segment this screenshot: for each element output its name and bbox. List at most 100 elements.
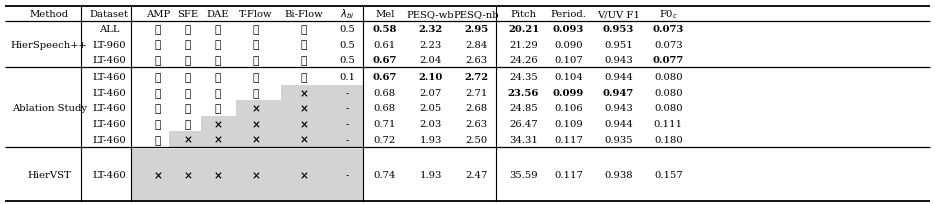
Text: ×: × [183, 170, 193, 181]
Text: 0.093: 0.093 [553, 25, 584, 34]
Text: 34.31: 34.31 [509, 135, 538, 144]
Text: ✓: ✓ [215, 39, 221, 50]
Text: 21.29: 21.29 [510, 40, 538, 49]
Text: 0.68: 0.68 [374, 104, 396, 113]
Text: 23.56: 23.56 [508, 89, 539, 98]
Text: ✓: ✓ [215, 103, 221, 114]
Text: 0.157: 0.157 [654, 171, 683, 180]
Text: PESQ-nb: PESQ-nb [453, 10, 499, 19]
Text: 2.95: 2.95 [465, 25, 489, 34]
Text: ✓: ✓ [301, 39, 307, 50]
Text: ×: × [299, 134, 309, 145]
Text: 2.03: 2.03 [420, 120, 441, 129]
Text: 0.090: 0.090 [554, 40, 583, 49]
Text: 0.111: 0.111 [654, 120, 683, 129]
Text: V/UV F1: V/UV F1 [597, 10, 640, 19]
Text: ✓: ✓ [301, 54, 307, 65]
Text: ✓: ✓ [185, 88, 191, 98]
Text: 0.67: 0.67 [372, 73, 396, 82]
Text: ALL: ALL [99, 25, 120, 34]
Text: ✓: ✓ [301, 72, 307, 83]
Bar [169, 132, 363, 147]
Text: 0.1: 0.1 [339, 73, 355, 82]
Text: 0.073: 0.073 [653, 25, 684, 34]
Text: LT-960: LT-960 [93, 40, 126, 49]
Text: ×: × [252, 119, 260, 130]
Text: ✓: ✓ [252, 72, 259, 83]
Text: 2.71: 2.71 [466, 89, 488, 98]
Text: HierVST: HierVST [27, 171, 71, 180]
Text: ✓: ✓ [215, 88, 221, 98]
Text: ×: × [252, 103, 260, 114]
Text: Dataset: Dataset [90, 10, 128, 19]
Bar [131, 149, 363, 201]
Text: ✓: ✓ [252, 54, 259, 65]
Text: 2.72: 2.72 [465, 73, 489, 82]
Text: ✓: ✓ [215, 72, 221, 83]
Text: 0.080: 0.080 [654, 104, 683, 113]
Text: ✓: ✓ [185, 24, 191, 35]
Text: 0.943: 0.943 [604, 104, 633, 113]
Text: ✓: ✓ [155, 24, 161, 35]
Text: SFE: SFE [178, 10, 198, 19]
Text: ✓: ✓ [155, 119, 161, 130]
Text: 35.59: 35.59 [510, 171, 538, 180]
Text: ×: × [299, 103, 309, 114]
Text: ✓: ✓ [155, 54, 161, 65]
Text: 0.099: 0.099 [553, 89, 584, 98]
Text: 0.073: 0.073 [654, 40, 683, 49]
Text: 0.117: 0.117 [554, 135, 583, 144]
Text: LT-460: LT-460 [93, 171, 126, 180]
Bar [236, 101, 363, 116]
Text: ×: × [252, 134, 260, 145]
Text: 0.943: 0.943 [604, 55, 633, 64]
Text: 0.117: 0.117 [554, 171, 583, 180]
Text: 2.05: 2.05 [420, 104, 441, 113]
Text: 0.74: 0.74 [373, 171, 396, 180]
Text: ×: × [299, 170, 309, 181]
Text: ✓: ✓ [185, 39, 191, 50]
Text: 0.109: 0.109 [554, 120, 583, 129]
Text: -: - [346, 89, 350, 98]
Text: 2.84: 2.84 [466, 40, 488, 49]
Text: Ablation Study: Ablation Study [11, 104, 87, 113]
Text: 0.61: 0.61 [374, 40, 396, 49]
Bar [280, 85, 363, 101]
Text: 0.71: 0.71 [373, 120, 396, 129]
Text: 24.35: 24.35 [510, 73, 538, 82]
Text: 0.077: 0.077 [653, 55, 684, 64]
Text: -: - [346, 120, 350, 129]
Text: ✓: ✓ [185, 119, 191, 130]
Text: -: - [346, 171, 350, 180]
Text: 0.953: 0.953 [603, 25, 634, 34]
Text: ✓: ✓ [155, 72, 161, 83]
Text: Mel: Mel [375, 10, 395, 19]
Text: ✓: ✓ [155, 88, 161, 98]
Text: 0.104: 0.104 [554, 73, 583, 82]
Text: Pitch: Pitch [511, 10, 537, 19]
Text: ✓: ✓ [155, 39, 161, 50]
Text: 2.63: 2.63 [466, 55, 488, 64]
Text: 0.72: 0.72 [374, 135, 396, 144]
Text: ×: × [153, 170, 163, 181]
Text: 0.5: 0.5 [339, 25, 355, 34]
Text: 2.68: 2.68 [466, 104, 488, 113]
Text: ✓: ✓ [252, 24, 259, 35]
Text: ✓: ✓ [155, 103, 161, 114]
Text: ✓: ✓ [252, 88, 259, 98]
Text: 1.93: 1.93 [420, 171, 442, 180]
Text: LT-460: LT-460 [93, 104, 126, 113]
Text: 2.10: 2.10 [419, 73, 443, 82]
Text: 2.07: 2.07 [420, 89, 441, 98]
Text: ✓: ✓ [215, 54, 221, 65]
Text: ✓: ✓ [215, 24, 221, 35]
Text: Method: Method [30, 10, 68, 19]
Text: 2.50: 2.50 [466, 135, 488, 144]
Text: ×: × [299, 119, 309, 130]
Bar [201, 116, 363, 132]
Text: 1.93: 1.93 [420, 135, 442, 144]
Text: ×: × [213, 119, 223, 130]
Text: 0.938: 0.938 [604, 171, 633, 180]
Text: 0.080: 0.080 [654, 73, 683, 82]
Text: Bi-Flow: Bi-Flow [284, 10, 324, 19]
